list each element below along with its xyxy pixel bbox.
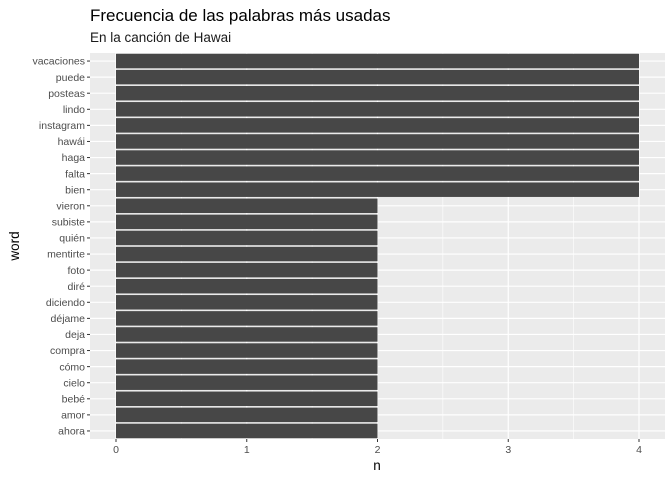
- y-tick-label: compra: [50, 345, 85, 357]
- x-tick-label: 2: [375, 444, 381, 456]
- chart-title: Frecuencia de las palabras más usadas: [90, 6, 391, 25]
- chart-subtitle: En la canción de Hawai: [90, 30, 231, 45]
- y-tick-label: deja: [65, 329, 85, 341]
- y-tick-label: bebé: [62, 393, 86, 405]
- y-tick-label: subiste: [52, 217, 85, 229]
- y-tick-label: cielo: [63, 377, 85, 389]
- bar-deja: [116, 327, 378, 342]
- y-tick-label: falta: [65, 168, 85, 180]
- bars: [116, 53, 639, 439]
- bar-instagram: [116, 118, 639, 133]
- y-tick-label: bien: [65, 184, 85, 196]
- bar-vieron: [116, 198, 378, 214]
- bar-ahora: [116, 423, 378, 439]
- bar-puede: [116, 69, 639, 85]
- bar-quién: [116, 230, 378, 246]
- bar-vacaciones: [116, 53, 639, 69]
- bar-foto: [116, 262, 378, 278]
- bar-diré: [116, 278, 378, 294]
- y-tick-label: haga: [62, 152, 86, 164]
- y-tick-label: vacaciones: [32, 56, 85, 68]
- y-tick-label: diré: [67, 281, 85, 293]
- y-tick-label: déjame: [51, 313, 86, 325]
- y-axis: vacaciones puede posteas lindo instagram hawá…: [32, 56, 90, 438]
- y-tick-label: mentirte: [47, 249, 85, 261]
- bar-lindo: [116, 102, 639, 117]
- bar-hawái: [116, 134, 639, 149]
- x-tick-label: 0: [113, 444, 119, 456]
- y-tick-label: puede: [56, 72, 85, 84]
- x-tick-label: 1: [244, 444, 250, 456]
- bar-bebé: [116, 391, 378, 407]
- bar-posteas: [116, 85, 639, 101]
- bar-falta: [116, 166, 639, 181]
- bar-mentirte: [116, 246, 378, 262]
- y-tick-label: foto: [67, 265, 85, 277]
- bar-haga: [116, 150, 639, 165]
- y-tick-label: amor: [61, 410, 85, 422]
- y-tick-label: vieron: [56, 200, 85, 212]
- y-tick-label: ahora: [58, 426, 85, 438]
- x-tick-label: 3: [505, 444, 511, 456]
- y-tick-label: instagram: [39, 120, 85, 132]
- x-tick-label: 4: [636, 444, 642, 456]
- y-tick-label: posteas: [48, 88, 85, 100]
- x-axis: 0 1 2 3 4: [113, 439, 642, 456]
- bar-déjame: [116, 311, 378, 326]
- bar-amor: [116, 407, 378, 423]
- bar-diciendo: [116, 295, 378, 310]
- bar-bien: [116, 182, 639, 197]
- y-tick-label: lindo: [63, 104, 85, 116]
- x-axis-title: n: [373, 458, 381, 473]
- y-tick-label: hawái: [58, 136, 85, 148]
- y-tick-label: diciendo: [46, 297, 85, 309]
- y-tick-label: quién: [59, 233, 85, 245]
- bar-compra: [116, 343, 378, 358]
- y-tick-label: cómo: [59, 361, 85, 373]
- bar-subiste: [116, 214, 378, 230]
- bar-cómo: [116, 359, 378, 374]
- bar-cielo: [116, 375, 378, 390]
- y-axis-title: word: [7, 231, 22, 261]
